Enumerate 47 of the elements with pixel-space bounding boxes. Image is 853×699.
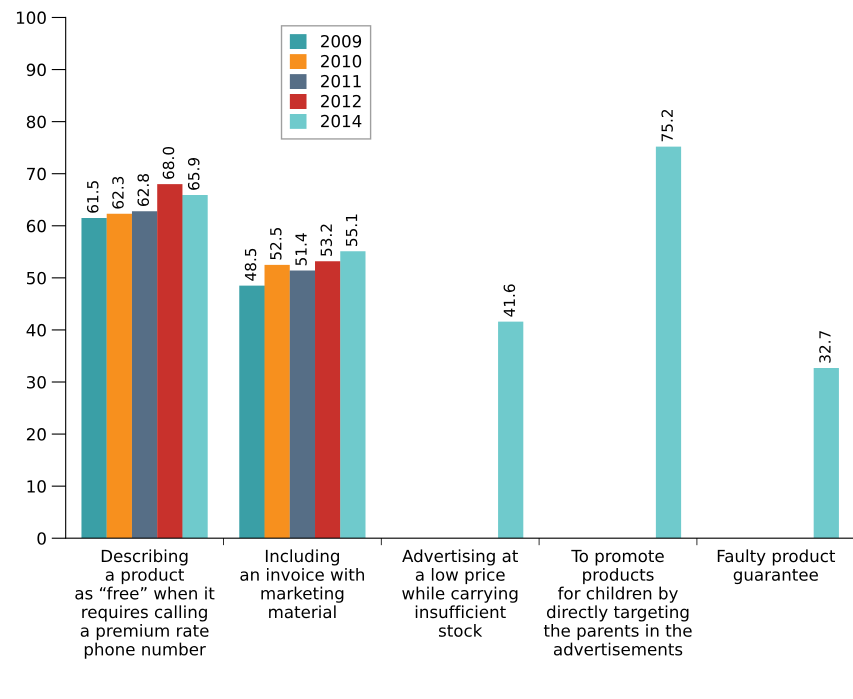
bar <box>239 286 265 538</box>
bar <box>264 264 290 538</box>
y-tick-label: 50 <box>27 272 46 284</box>
data-label: 32.7 <box>819 331 831 363</box>
bar <box>656 146 682 538</box>
legend-label: 2012 <box>321 94 361 108</box>
bar <box>81 218 107 538</box>
x-tick-label: To promote products for children by directly targeting the parents in the advertisements <box>544 550 692 656</box>
data-label: 62.8 <box>137 174 150 206</box>
bar <box>290 270 316 538</box>
data-label: 41.6 <box>504 284 516 317</box>
data-label: 48.5 <box>244 248 256 281</box>
x-tick-label: Describing a product as “free” when it requires calling a premium rate phone number <box>75 549 214 659</box>
y-tick-label: 0 <box>37 532 46 545</box>
data-label: 53.2 <box>320 224 332 256</box>
y-tick-label: 10 <box>28 480 46 493</box>
y-tick-label: 30 <box>26 376 46 389</box>
legend-label: 2010 <box>321 54 362 68</box>
legend-label: 2011 <box>321 74 361 88</box>
legend-label: 2014 <box>321 114 362 128</box>
y-tick-label: 60 <box>26 220 46 232</box>
y-tick-label: 80 <box>26 116 46 128</box>
data-label: 51.4 <box>295 233 307 266</box>
bar <box>315 261 340 538</box>
data-label: 52.5 <box>270 228 282 260</box>
data-label: 61.5 <box>86 181 99 213</box>
bar <box>106 214 132 538</box>
bar <box>814 368 839 538</box>
data-label: 55.1 <box>346 214 358 246</box>
y-tick-label: 20 <box>26 428 46 441</box>
bar <box>157 184 182 538</box>
x-tick-label: Including an invoice with marketing material <box>240 549 364 618</box>
legend-label: 2009 <box>321 34 362 48</box>
y-tick-label: 90 <box>26 64 46 76</box>
bar <box>340 251 366 538</box>
x-tick-label: Faulty product guarantee <box>718 549 836 584</box>
x-tick-label: Advertising at a low price while carrying insufficient stock <box>402 549 518 637</box>
data-label: 75.2 <box>661 110 673 142</box>
data-label: 68.0 <box>162 146 174 179</box>
bar <box>132 211 158 538</box>
y-tick-label: 40 <box>26 324 46 336</box>
data-label: 65.9 <box>188 158 200 190</box>
bar <box>182 195 208 538</box>
data-label: 62.3 <box>112 176 124 209</box>
bar <box>498 322 524 538</box>
y-tick-label: 100 <box>16 11 46 24</box>
y-tick-label: 70 <box>27 168 46 180</box>
